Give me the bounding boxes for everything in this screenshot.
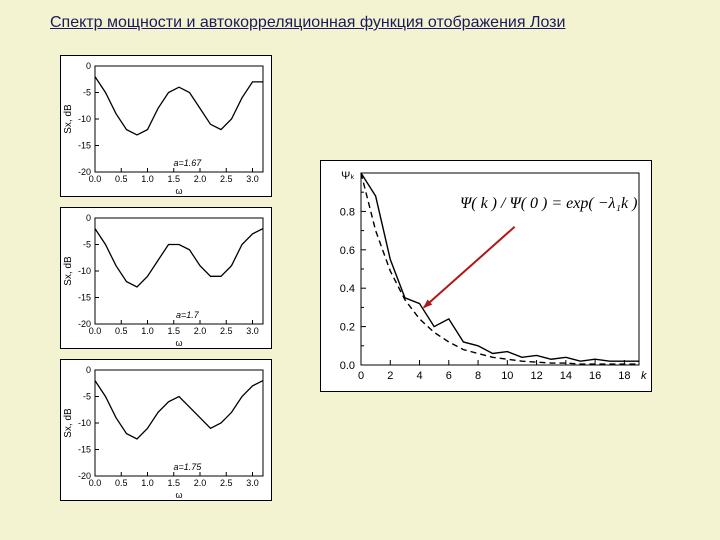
- svg-text:-20: -20: [78, 471, 91, 481]
- svg-text:-15: -15: [78, 293, 91, 303]
- svg-text:8: 8: [475, 370, 481, 382]
- svg-text:1.5: 1.5: [167, 326, 180, 336]
- svg-text:1.5: 1.5: [167, 174, 180, 184]
- svg-text:0: 0: [86, 213, 91, 223]
- svg-text:3.0: 3.0: [246, 478, 259, 488]
- svg-text:2.0: 2.0: [194, 478, 207, 488]
- svg-text:Sx, dB: Sx, dB: [63, 256, 74, 286]
- svg-text:12: 12: [530, 370, 542, 382]
- svg-text:18: 18: [618, 370, 630, 382]
- svg-text:0: 0: [358, 370, 364, 382]
- svg-text:2.0: 2.0: [194, 174, 207, 184]
- svg-text:2.5: 2.5: [220, 174, 233, 184]
- svg-text:-5: -5: [83, 88, 91, 98]
- svg-text:0.2: 0.2: [340, 322, 355, 334]
- svg-text:ω: ω: [175, 490, 182, 500]
- svg-text:-15: -15: [78, 445, 91, 455]
- svg-text:4: 4: [416, 370, 422, 382]
- svg-text:-20: -20: [78, 319, 91, 329]
- svg-text:16: 16: [589, 370, 601, 382]
- svg-text:ω: ω: [175, 338, 182, 348]
- svg-text:0: 0: [86, 365, 91, 375]
- svg-text:-10: -10: [78, 266, 91, 276]
- spectrum-panel-1: 0.00.51.01.52.02.53.0-20-15-10-50ωSx, dB…: [60, 207, 272, 349]
- svg-text:-10: -10: [78, 114, 91, 124]
- svg-text:Sx, dB: Sx, dB: [63, 408, 74, 438]
- svg-text:0.5: 0.5: [115, 478, 128, 488]
- svg-text:a=1.75: a=1.75: [174, 462, 203, 472]
- svg-text:1.0: 1.0: [141, 326, 154, 336]
- decay-formula: Ψ( k ) / Ψ( 0 ) = exp( −λ₁k ): [460, 195, 637, 213]
- svg-text:a=1.7: a=1.7: [176, 310, 200, 320]
- page-title: Спектр мощности и автокорреляционная фун…: [50, 14, 565, 32]
- svg-text:1.0: 1.0: [141, 174, 154, 184]
- svg-text:0.0: 0.0: [340, 360, 355, 372]
- svg-text:2.0: 2.0: [194, 326, 207, 336]
- svg-text:Sx, dB: Sx, dB: [63, 104, 74, 134]
- svg-text:3.0: 3.0: [246, 326, 259, 336]
- svg-text:Ψₖ: Ψₖ: [341, 170, 355, 182]
- svg-text:0.8: 0.8: [340, 206, 355, 218]
- svg-text:0: 0: [86, 61, 91, 71]
- svg-text:0.5: 0.5: [115, 174, 128, 184]
- svg-text:k: k: [641, 370, 647, 382]
- svg-text:6: 6: [446, 370, 452, 382]
- spectrum-panel-2: 0.00.51.01.52.02.53.0-20-15-10-50ωSx, dB…: [60, 359, 272, 501]
- svg-text:-5: -5: [83, 392, 91, 402]
- svg-text:-10: -10: [78, 418, 91, 428]
- spectrum-panel-0: 0.00.51.01.52.02.53.0-20-15-10-50ωSx, dB…: [60, 55, 272, 197]
- svg-text:1.0: 1.0: [141, 478, 154, 488]
- svg-text:10: 10: [501, 370, 513, 382]
- svg-text:-15: -15: [78, 141, 91, 151]
- svg-text:-20: -20: [78, 167, 91, 177]
- svg-text:a=1.67: a=1.67: [174, 158, 203, 168]
- svg-text:2.5: 2.5: [220, 326, 233, 336]
- svg-text:ω: ω: [175, 186, 182, 196]
- svg-text:1.5: 1.5: [167, 478, 180, 488]
- svg-text:2.5: 2.5: [220, 478, 233, 488]
- svg-text:14: 14: [560, 370, 572, 382]
- svg-text:0.6: 0.6: [340, 245, 355, 257]
- svg-text:3.0: 3.0: [246, 174, 259, 184]
- svg-text:2: 2: [387, 370, 393, 382]
- svg-text:0.4: 0.4: [340, 283, 355, 295]
- svg-text:0.5: 0.5: [115, 326, 128, 336]
- svg-text:-5: -5: [83, 240, 91, 250]
- left-chart-column: 0.00.51.01.52.02.53.0-20-15-10-50ωSx, dB…: [60, 55, 270, 511]
